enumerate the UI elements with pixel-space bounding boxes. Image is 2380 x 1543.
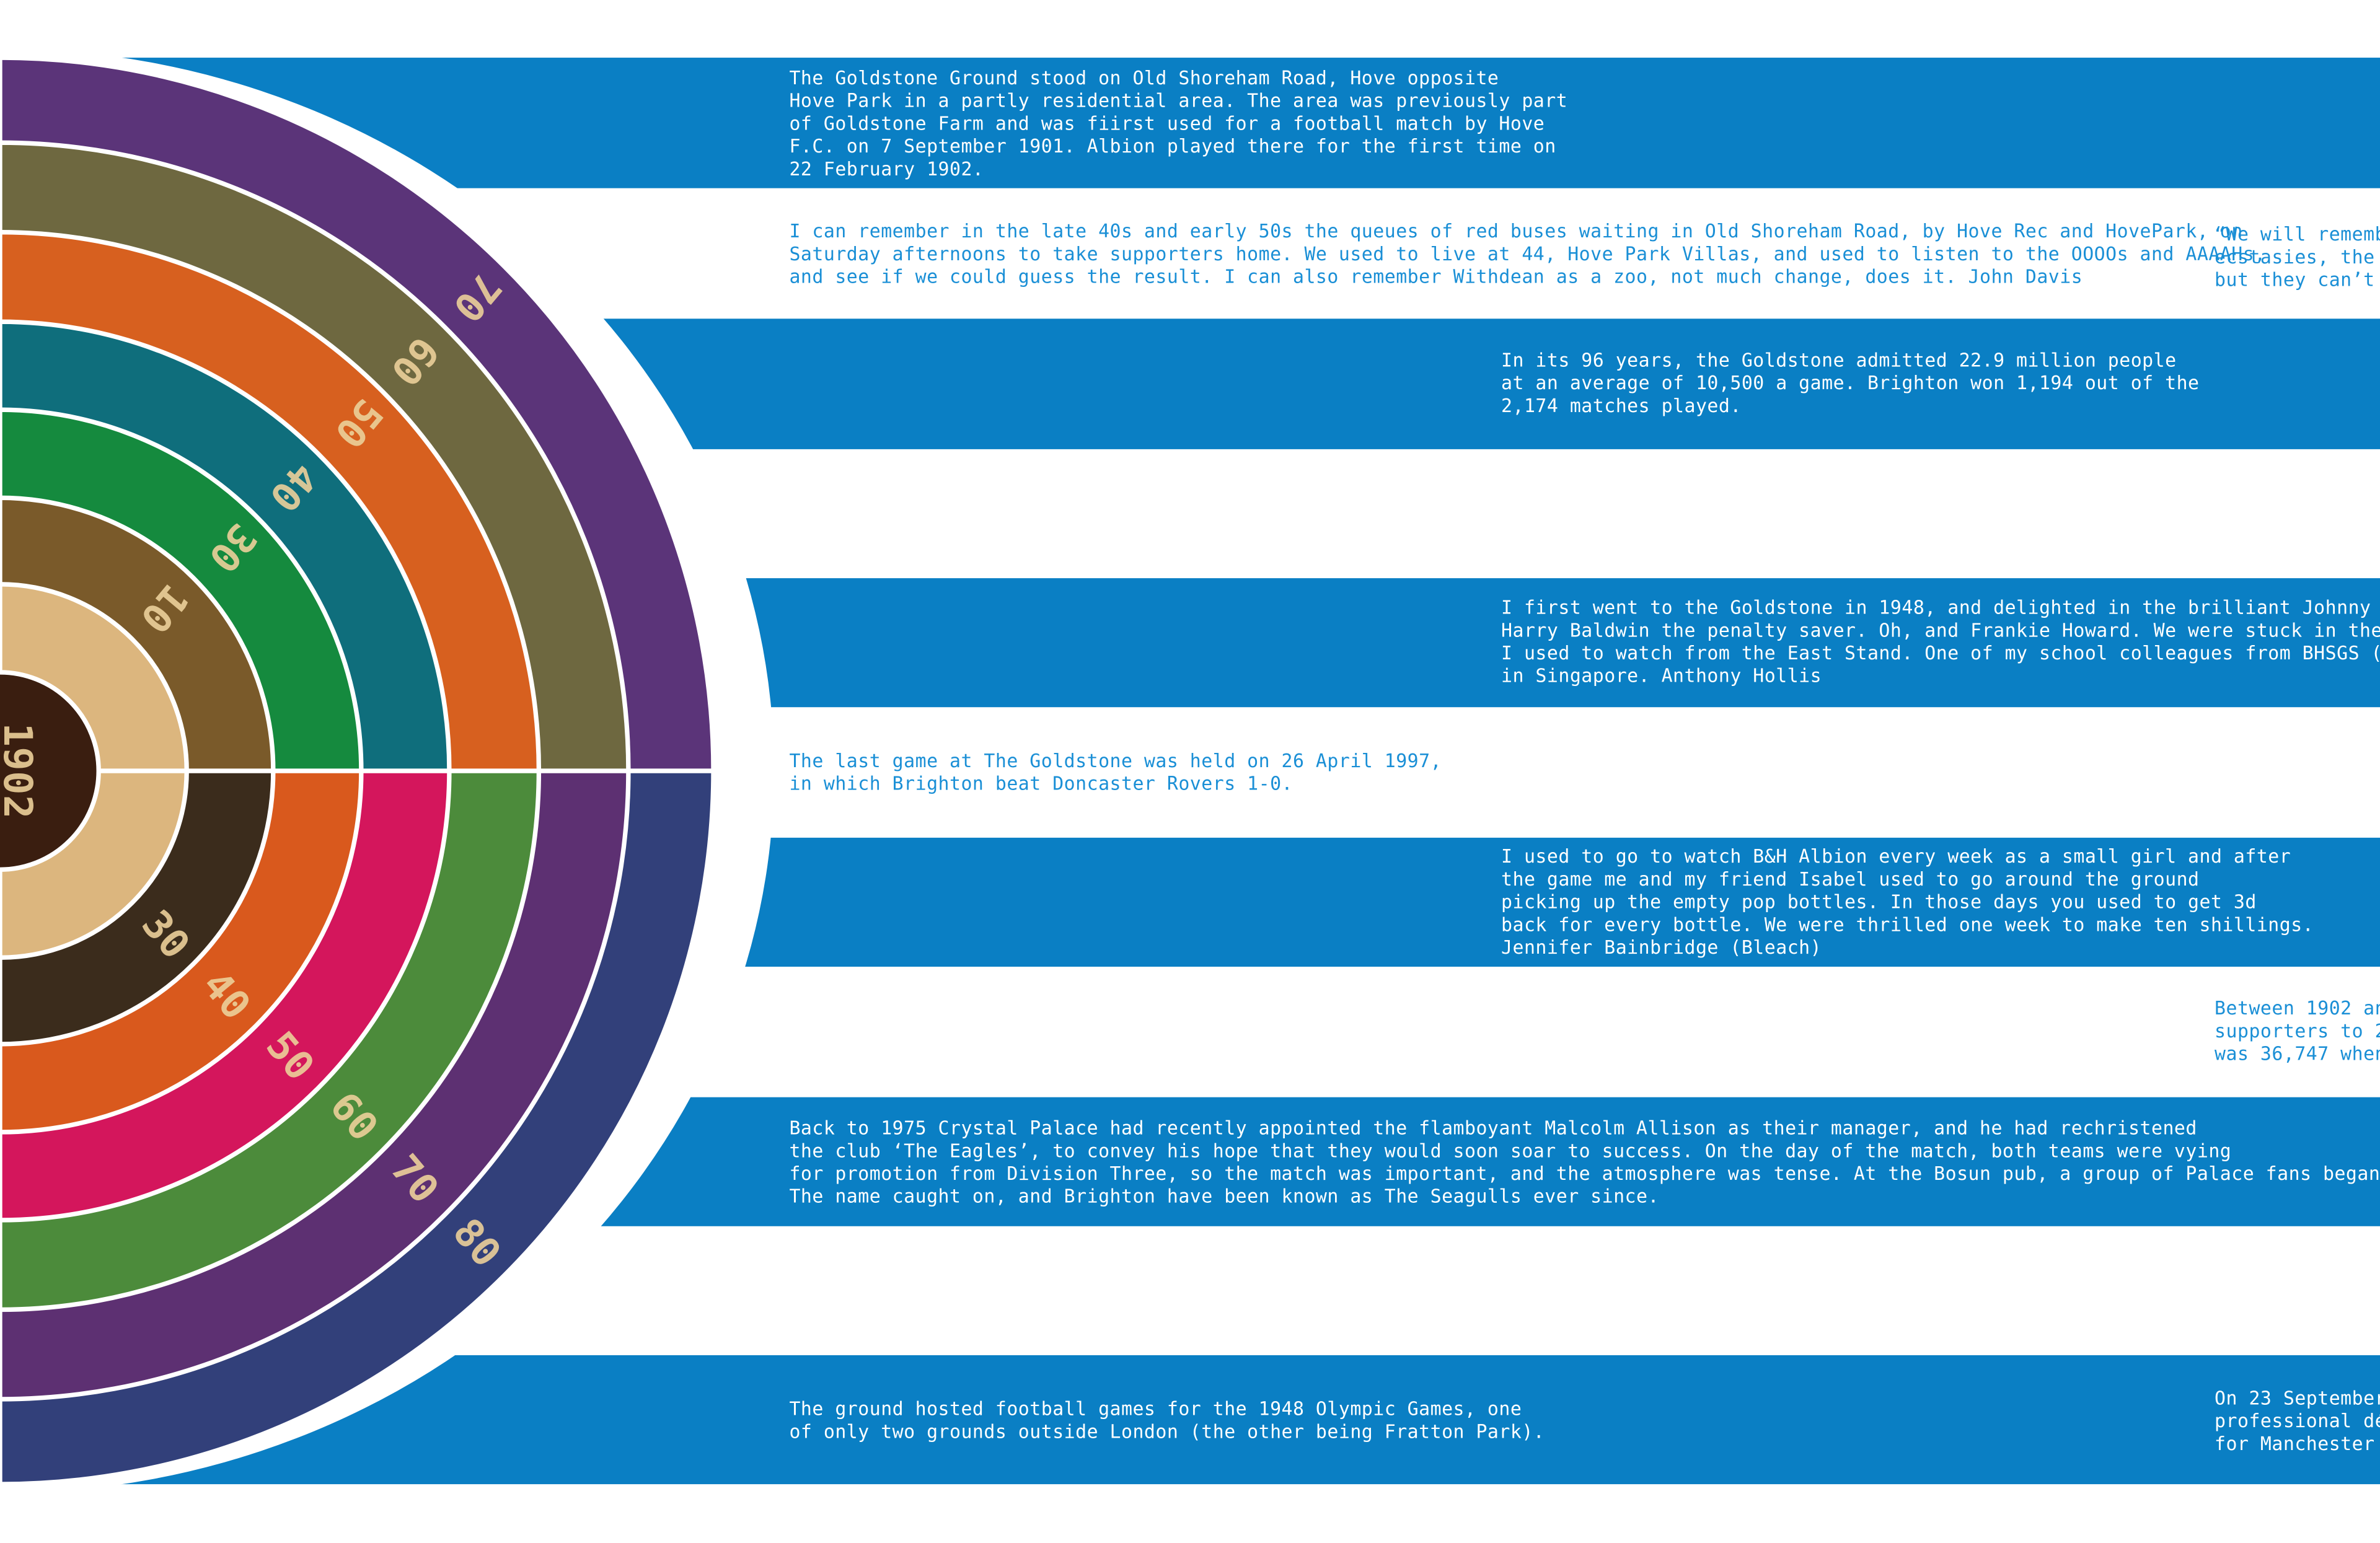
text-block: I first went to the Goldstone in 1948, a… [1501,597,2380,687]
text-line: of only two grounds outside London (the … [789,1421,1545,1443]
text-line: supporters to 2, [2215,1021,2380,1042]
text-block: The ground hosted football games for the… [789,1399,1545,1443]
text-line: of Goldstone Farm and was fiirst used fo… [789,113,1545,134]
text-line: in Singapore. Anthony Hollis [1501,666,1822,687]
text-line: professional dé [2215,1410,2380,1432]
text-line: in which Brighton beat Doncaster Rovers … [789,773,1293,795]
text-line: back for every bottle. We were thrilled … [1501,914,2314,936]
text-line: Harry Baldwin the penalty saver. Oh, and… [1501,620,2380,641]
text-line: was 36,747 when [2215,1044,2380,1065]
text-line: “We will remembe [2215,224,2380,245]
text-line: Saturday afternoons to take supporters h… [789,244,2265,265]
text-block: The last game at The Goldstone was held … [789,750,1442,795]
text-line: the game me and my friend Isabel used to… [1501,869,2199,890]
text-line: picking up the empty pop bottles. In tho… [1501,892,2257,913]
text-line: for promotion from Division Three, so th… [789,1163,2380,1185]
text-line: Hove Park in a partly residential area. … [789,90,1567,112]
text-line: I used to go to watch B&H Albion every w… [1501,846,2291,868]
center-label: 1902 [0,723,40,819]
text-blocks: The Goldstone Ground stood on Old Shoreh… [789,68,2380,1455]
text-line: at an average of 10,500 a game. Brighton… [1501,372,2199,394]
text-line: 2,174 matches played. [1501,395,1742,417]
text-line: ecstasies, the jo [2215,247,2380,268]
text-line: and see if we could guess the result. I … [789,266,2082,288]
text-line: On 23 September [2215,1387,2380,1409]
text-line: I can remember in the late 40s and early… [789,221,2242,242]
text-line: Jennifer Bainbridge (Bleach) [1501,937,1822,959]
text-block: In its 96 years, the Goldstone admitted … [1501,349,2199,416]
text-line: Back to 1975 Crystal Palace had recently… [789,1118,2197,1140]
text-line: Between 1902 an [2215,998,2380,1019]
text-line: The name caught on, and Brighton have be… [789,1186,1659,1208]
rings [0,55,716,1487]
text-line: I first went to the Goldstone in 1948, a… [1501,597,2380,619]
text-line: In its 96 years, the Goldstone admitted … [1501,349,2177,371]
text-line: The Goldstone Ground stood on Old Shoreh… [789,68,1499,89]
text-line: 22 February 1902. [789,159,984,180]
text-line: the club ‘The Eagles’, to convey his hop… [789,1140,2231,1162]
text-line: The last game at The Goldstone was held … [789,750,1442,772]
text-line: but they can’t ta [2215,270,2380,291]
text-line: I used to watch from the East Stand. One… [1501,643,2380,664]
text-block: I can remember in the late 40s and early… [789,221,2265,288]
text-line: The ground hosted football games for the… [789,1399,1522,1420]
text-line: F.C. on 7 September 1901. Albion played … [789,136,1556,157]
text-line: for Manchester U [2215,1433,2380,1455]
text-block: Back to 1975 Crystal Palace had recently… [789,1118,2380,1208]
ring-center [0,670,101,872]
text-block: I used to go to watch B&H Albion every w… [1501,846,2314,959]
text-block: The Goldstone Ground stood on Old Shoreh… [789,68,1567,180]
